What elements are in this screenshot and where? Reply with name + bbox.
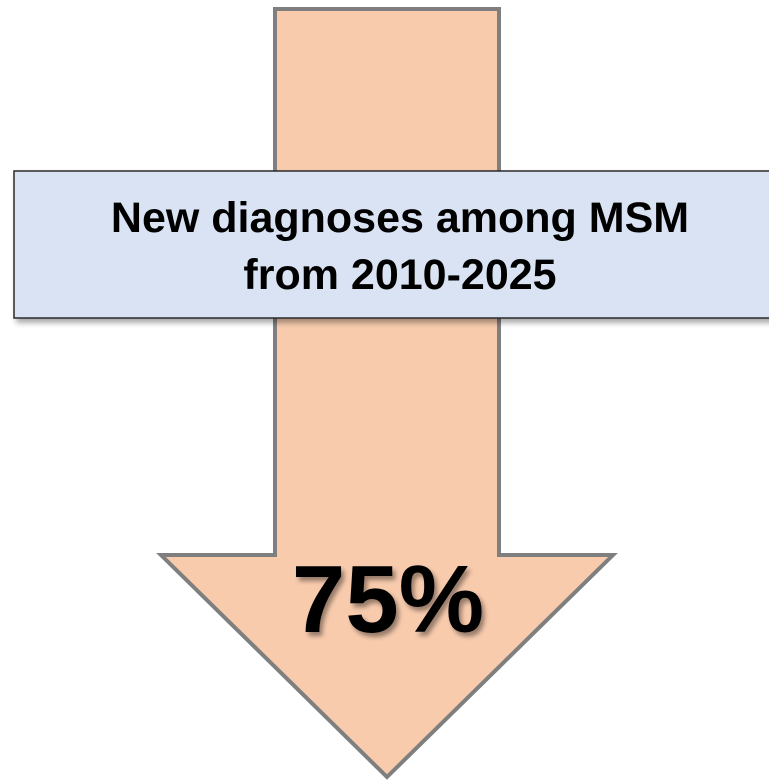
arrow-label: 75% <box>292 546 484 653</box>
box-line: New diagnoses among MSM <box>111 194 689 242</box>
label-box <box>13 170 769 319</box>
box-line: from 2010-2025 <box>243 251 556 299</box>
down-arrow <box>156 7 618 780</box>
